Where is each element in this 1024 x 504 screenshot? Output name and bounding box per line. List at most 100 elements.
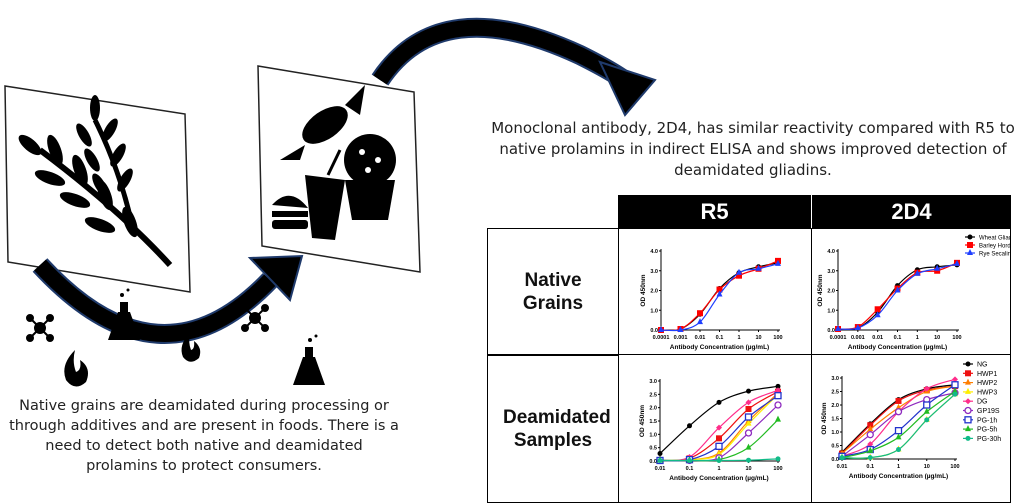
column-header-2d4: 2D4 <box>812 195 1011 228</box>
legend-label: GP19S <box>977 408 1000 415</box>
y-tick-label: 0.0 <box>827 328 835 334</box>
data-point <box>934 264 941 271</box>
y-tick-label: 2.0 <box>827 289 835 295</box>
y-tick-label: 3.0 <box>831 376 839 382</box>
molecule-icon <box>241 304 269 332</box>
candy-icon <box>280 85 365 160</box>
x-tick-label: 10 <box>934 335 940 341</box>
x-tick-label: 100 <box>950 464 959 470</box>
data-point <box>745 443 752 450</box>
data-point <box>954 259 960 266</box>
data-point <box>867 455 873 461</box>
data-point <box>716 286 723 293</box>
series-line-ng <box>841 384 956 453</box>
data-point <box>736 272 742 279</box>
curved-arrow-icon <box>371 17 657 117</box>
legend-label: PG-30h <box>977 436 1001 443</box>
x-tick-label: 1 <box>916 335 919 341</box>
data-point <box>657 457 663 463</box>
x-axis-label: Antibody Concentration (µg/mL) <box>849 473 948 480</box>
data-point <box>952 376 958 383</box>
series-line-rye-secalin <box>660 263 779 332</box>
row-label-text: Deamidated Samples <box>503 407 611 451</box>
cupcake-icon <box>344 134 396 220</box>
legend-marker <box>967 234 973 240</box>
data-point <box>874 311 881 318</box>
y-tick-label: 2.5 <box>649 392 657 398</box>
chart-deamidated-r5: 0.01 0.1 1 10 100 0.0 0.5 1.0 1.5 2.0 2.5 3.0 Antibo… <box>618 354 812 503</box>
y-axis-label: OD 450nm <box>817 274 824 306</box>
flame-icon <box>64 350 88 387</box>
y-axis-label: OD 450nm <box>821 402 828 434</box>
data-point <box>746 388 751 394</box>
data-point <box>745 419 752 426</box>
y-tick-label: 2.0 <box>649 406 657 412</box>
x-tick-label: 0.1 <box>894 335 902 341</box>
x-tick-label: 10 <box>924 464 930 470</box>
flask-icon <box>108 288 140 340</box>
x-tick-label: 0.1 <box>716 335 724 341</box>
data-point <box>895 403 902 410</box>
data-point <box>775 383 781 389</box>
x-tick-label: 0.01 <box>872 335 883 341</box>
data-point <box>658 326 664 332</box>
data-point <box>854 324 861 331</box>
y-tick-label: 1.0 <box>649 432 657 438</box>
data-point <box>775 456 781 462</box>
legend-label: NG <box>977 362 988 369</box>
burger-icon <box>272 195 308 229</box>
y-tick-label: 3.0 <box>649 379 657 385</box>
data-point <box>716 435 722 442</box>
y-tick-label: 1.0 <box>831 430 839 436</box>
legend-marker <box>965 378 971 385</box>
data-point <box>746 457 751 463</box>
x-tick-label: 100 <box>773 466 782 472</box>
data-point <box>894 408 903 416</box>
series-line-wheat-gliadin <box>837 264 958 331</box>
legend-label: PG-1h <box>977 417 997 424</box>
series-line-wheat-gliadin <box>660 262 779 332</box>
data-point <box>697 310 703 317</box>
y-tick-label: 2.0 <box>650 289 658 295</box>
x-tick-label: 1 <box>897 464 900 470</box>
data-point <box>867 446 874 453</box>
legend-label: Rye Secalin <box>979 252 1010 258</box>
flame-icon <box>181 333 201 362</box>
flask-icon <box>293 334 325 385</box>
row-label-text: Native Grains <box>522 269 584 314</box>
y-tick-label: 1.0 <box>650 308 658 314</box>
y-tick-label: 2.5 <box>831 390 839 396</box>
data-point <box>914 269 921 276</box>
right-caption: Monoclonal antibody, 2D4, has similar re… <box>491 119 1015 179</box>
x-tick-label: 0.01 <box>655 466 666 472</box>
x-tick-label: 100 <box>952 335 961 341</box>
y-tick-label: 0.0 <box>650 328 658 334</box>
data-point <box>775 415 781 422</box>
x-tick-label: 0.01 <box>695 335 706 341</box>
x-axis-label: Antibody Concentration (µg/mL) <box>670 344 769 351</box>
legend-label: HWP1 <box>977 371 997 378</box>
data-point <box>923 401 931 409</box>
data-point <box>687 423 692 429</box>
legend-marker <box>967 249 973 255</box>
y-tick-label: 4.0 <box>827 249 835 255</box>
legend-marker <box>965 370 971 377</box>
data-point <box>866 431 874 439</box>
data-point <box>924 417 930 423</box>
x-tick-label: 0.001 <box>674 335 688 341</box>
legend-marker <box>964 416 972 424</box>
x-tick-label: 0.001 <box>851 335 865 341</box>
data-point <box>774 401 782 409</box>
data-point <box>687 457 692 463</box>
chart-deamidated-2d4: 0.01 0.1 1 10 100 0.0 0.5 1.0 1.5 2.0 2.5 3.0 Antibo… <box>811 354 1011 503</box>
data-point <box>896 447 901 453</box>
data-point <box>951 381 959 389</box>
y-tick-label: 4.0 <box>650 249 658 255</box>
x-tick-label: 100 <box>773 335 782 341</box>
data-point <box>952 387 958 394</box>
chart-native-2d4: 0.0001 0.001 0.01 0.1 1 10 100 0.0 1.0 2.0 3.0 4.0 A… <box>811 228 1011 355</box>
molecule-icon <box>26 314 54 342</box>
data-point <box>774 392 782 400</box>
data-point <box>697 318 703 325</box>
